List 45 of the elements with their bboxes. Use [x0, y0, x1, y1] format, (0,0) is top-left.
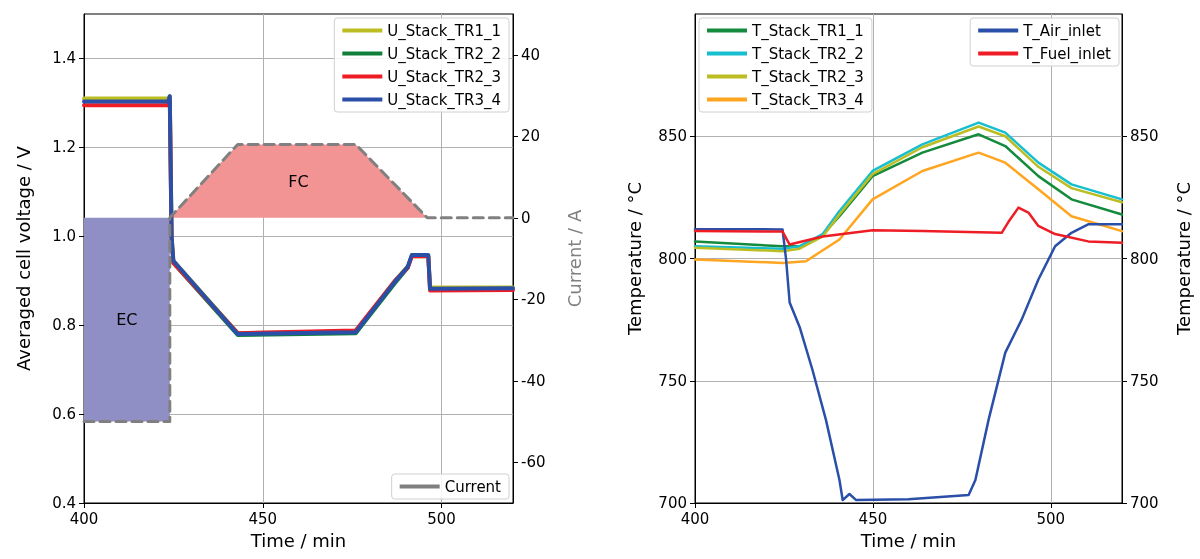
legend-label: T_Fuel_inlet — [1022, 44, 1112, 64]
y2-tick-label: 850 — [1130, 127, 1159, 146]
series-label: FC — [288, 171, 309, 191]
legend-label: U_Stack_TR2_2 — [387, 44, 502, 64]
y2-tick-label: 40 — [521, 45, 541, 64]
legend-label: T_Stack_TR3_4 — [751, 90, 864, 110]
y-axis-title: Averaged cell voltage / V — [12, 145, 34, 371]
y2-tick-label: -60 — [521, 453, 546, 472]
y2-tick-label: -20 — [521, 290, 546, 309]
legend-label: U_Stack_TR2_3 — [387, 67, 502, 87]
y-tick-label: 0.6 — [52, 405, 76, 424]
y2-tick-label: 750 — [1130, 371, 1159, 390]
x-axis-title: Time / min — [249, 529, 347, 551]
y2-tick-label: 800 — [1130, 249, 1159, 268]
x-tick-label: 450 — [858, 509, 888, 528]
x-tick-label: 500 — [427, 509, 456, 528]
y2-tick-label: 0 — [521, 208, 531, 227]
x-tick-label: 450 — [248, 509, 278, 528]
y-axis-title: Temperature / °C — [623, 181, 645, 337]
x-tick-label: 400 — [69, 509, 99, 528]
y2-tick-label: 20 — [521, 127, 541, 146]
legend-label: Current — [444, 477, 502, 496]
y-tick-label: 0.4 — [52, 494, 76, 512]
legend-label: T_Air_inlet — [1022, 21, 1101, 41]
legend-label: U_Stack_TR3_4 — [387, 90, 502, 110]
x-axis-title: Time / min — [859, 529, 957, 551]
y2-tick-label: 700 — [1130, 494, 1159, 512]
x-tick-label: 400 — [680, 509, 710, 528]
y-tick-label: 850 — [658, 127, 687, 146]
y2-tick-label: -40 — [521, 371, 546, 390]
y-tick-label: 750 — [658, 371, 687, 390]
y-tick-label: 0.8 — [52, 316, 76, 335]
y-tick-label: 1.4 — [52, 49, 76, 68]
y-tick-label: 1.2 — [52, 138, 76, 157]
y-tick-label: 700 — [658, 494, 687, 512]
legend-label: T_Stack_TR2_3 — [751, 67, 864, 87]
y-tick-label: 800 — [658, 249, 687, 268]
y2-axis-title: Temperature / °C — [1172, 181, 1194, 337]
x-tick-label: 500 — [1036, 509, 1066, 528]
legend-label: U_Stack_TR1_1 — [387, 21, 502, 41]
y2-axis-title: Current / A — [563, 209, 585, 308]
series-label: EC — [116, 310, 138, 330]
legend-label: T_Stack_TR1_1 — [751, 21, 864, 41]
y-tick-label: 1.0 — [52, 227, 76, 246]
legend-label: T_Stack_TR2_2 — [751, 44, 864, 64]
